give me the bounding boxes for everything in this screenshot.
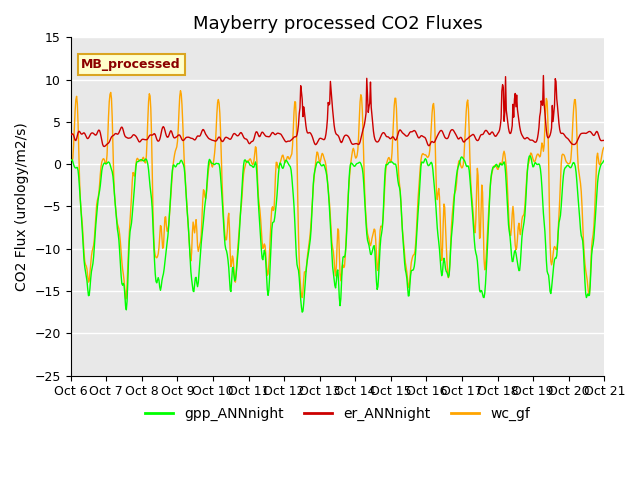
Text: MB_processed: MB_processed bbox=[81, 58, 181, 71]
Y-axis label: CO2 Flux (urology/m2/s): CO2 Flux (urology/m2/s) bbox=[15, 122, 29, 291]
Title: Mayberry processed CO2 Fluxes: Mayberry processed CO2 Fluxes bbox=[193, 15, 483, 33]
Legend: gpp_ANNnight, er_ANNnight, wc_gf: gpp_ANNnight, er_ANNnight, wc_gf bbox=[140, 401, 536, 426]
